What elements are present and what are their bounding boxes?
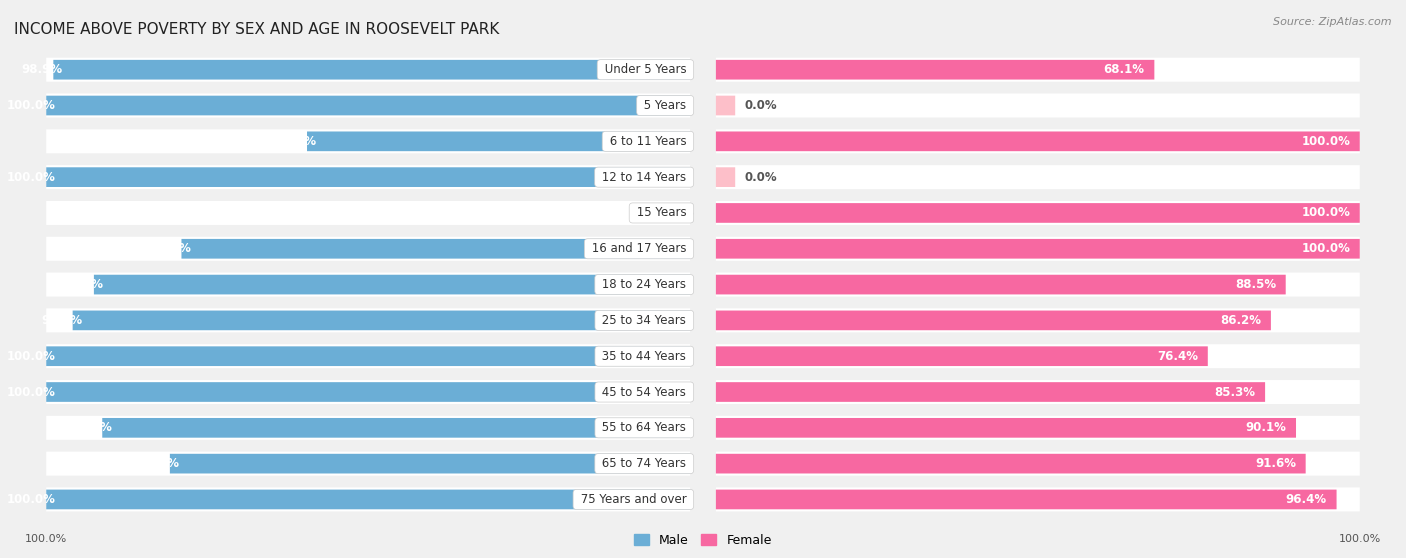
FancyBboxPatch shape — [46, 380, 690, 404]
FancyBboxPatch shape — [46, 489, 690, 509]
FancyBboxPatch shape — [46, 416, 690, 440]
Text: 85.3%: 85.3% — [1215, 386, 1256, 398]
Text: 12 to 14 Years: 12 to 14 Years — [598, 171, 690, 184]
FancyBboxPatch shape — [46, 488, 690, 512]
FancyBboxPatch shape — [716, 489, 1337, 509]
FancyBboxPatch shape — [46, 347, 690, 366]
FancyBboxPatch shape — [716, 344, 1360, 368]
FancyBboxPatch shape — [716, 237, 1360, 261]
FancyBboxPatch shape — [307, 132, 690, 151]
Text: 100.0%: 100.0% — [1301, 135, 1350, 148]
FancyBboxPatch shape — [716, 382, 1265, 402]
FancyBboxPatch shape — [46, 167, 690, 187]
Text: 100.0%: 100.0% — [1301, 242, 1350, 255]
Text: 100.0%: 100.0% — [7, 171, 56, 184]
FancyBboxPatch shape — [73, 311, 690, 330]
Text: 92.6%: 92.6% — [62, 278, 104, 291]
FancyBboxPatch shape — [170, 454, 690, 474]
FancyBboxPatch shape — [716, 454, 1306, 474]
Legend: Male, Female: Male, Female — [630, 529, 776, 552]
FancyBboxPatch shape — [716, 380, 1360, 404]
Text: 95.9%: 95.9% — [41, 314, 83, 327]
FancyBboxPatch shape — [46, 57, 690, 81]
FancyBboxPatch shape — [716, 57, 1360, 81]
FancyBboxPatch shape — [716, 94, 1360, 118]
Text: 91.6%: 91.6% — [1256, 457, 1296, 470]
Text: 18 to 24 Years: 18 to 24 Years — [599, 278, 690, 291]
Text: 100.0%: 100.0% — [7, 350, 56, 363]
FancyBboxPatch shape — [94, 275, 690, 295]
Text: 68.1%: 68.1% — [1104, 63, 1144, 76]
Text: 76.4%: 76.4% — [1157, 350, 1198, 363]
Text: 55 to 64 Years: 55 to 64 Years — [599, 421, 690, 434]
Text: 79.0%: 79.0% — [150, 242, 191, 255]
Text: 75 Years and over: 75 Years and over — [576, 493, 690, 506]
Text: 88.5%: 88.5% — [1234, 278, 1277, 291]
FancyBboxPatch shape — [716, 203, 1360, 223]
FancyBboxPatch shape — [46, 237, 690, 261]
Text: 16 and 17 Years: 16 and 17 Years — [588, 242, 690, 255]
Text: 15 Years: 15 Years — [633, 206, 690, 219]
FancyBboxPatch shape — [716, 309, 1360, 333]
Text: 100.0%: 100.0% — [7, 386, 56, 398]
Text: 91.3%: 91.3% — [72, 421, 112, 434]
FancyBboxPatch shape — [46, 95, 690, 116]
FancyBboxPatch shape — [716, 347, 1208, 366]
FancyBboxPatch shape — [716, 239, 1360, 258]
FancyBboxPatch shape — [716, 165, 1360, 189]
FancyBboxPatch shape — [46, 272, 690, 297]
FancyBboxPatch shape — [46, 129, 690, 153]
Text: 35 to 44 Years: 35 to 44 Years — [599, 350, 690, 363]
Text: 0.0%: 0.0% — [745, 171, 778, 184]
Text: 80.8%: 80.8% — [139, 457, 180, 470]
Text: Source: ZipAtlas.com: Source: ZipAtlas.com — [1274, 17, 1392, 27]
FancyBboxPatch shape — [716, 311, 1271, 330]
Text: 5 Years: 5 Years — [640, 99, 690, 112]
FancyBboxPatch shape — [46, 382, 690, 402]
Text: 100.0%: 100.0% — [7, 99, 56, 112]
FancyBboxPatch shape — [716, 201, 1360, 225]
FancyBboxPatch shape — [671, 203, 690, 223]
Text: 90.1%: 90.1% — [1246, 421, 1286, 434]
FancyBboxPatch shape — [181, 239, 690, 258]
Text: 0.0%: 0.0% — [745, 99, 778, 112]
FancyBboxPatch shape — [46, 451, 690, 475]
FancyBboxPatch shape — [716, 451, 1360, 475]
Text: 6 to 11 Years: 6 to 11 Years — [606, 135, 690, 148]
FancyBboxPatch shape — [716, 167, 735, 187]
FancyBboxPatch shape — [46, 94, 690, 118]
FancyBboxPatch shape — [46, 309, 690, 333]
Text: INCOME ABOVE POVERTY BY SEX AND AGE IN ROOSEVELT PARK: INCOME ABOVE POVERTY BY SEX AND AGE IN R… — [14, 22, 499, 37]
FancyBboxPatch shape — [716, 272, 1360, 297]
Text: Under 5 Years: Under 5 Years — [600, 63, 690, 76]
Text: 45 to 54 Years: 45 to 54 Years — [599, 386, 690, 398]
Text: 59.5%: 59.5% — [276, 135, 316, 148]
FancyBboxPatch shape — [46, 201, 690, 225]
FancyBboxPatch shape — [46, 165, 690, 189]
FancyBboxPatch shape — [716, 488, 1360, 512]
Text: 98.9%: 98.9% — [22, 63, 63, 76]
FancyBboxPatch shape — [716, 129, 1360, 153]
Text: 100.0%: 100.0% — [1301, 206, 1350, 219]
FancyBboxPatch shape — [716, 95, 735, 116]
Text: 86.2%: 86.2% — [1220, 314, 1261, 327]
FancyBboxPatch shape — [716, 60, 1154, 80]
FancyBboxPatch shape — [716, 418, 1296, 437]
FancyBboxPatch shape — [716, 132, 1360, 151]
Text: 65 to 74 Years: 65 to 74 Years — [599, 457, 690, 470]
FancyBboxPatch shape — [53, 60, 690, 80]
FancyBboxPatch shape — [716, 416, 1360, 440]
Text: 100.0%: 100.0% — [7, 493, 56, 506]
FancyBboxPatch shape — [716, 275, 1285, 295]
Text: 0.0%: 0.0% — [661, 206, 693, 219]
FancyBboxPatch shape — [103, 418, 690, 437]
Text: 25 to 34 Years: 25 to 34 Years — [599, 314, 690, 327]
Text: 96.4%: 96.4% — [1285, 493, 1327, 506]
FancyBboxPatch shape — [46, 344, 690, 368]
